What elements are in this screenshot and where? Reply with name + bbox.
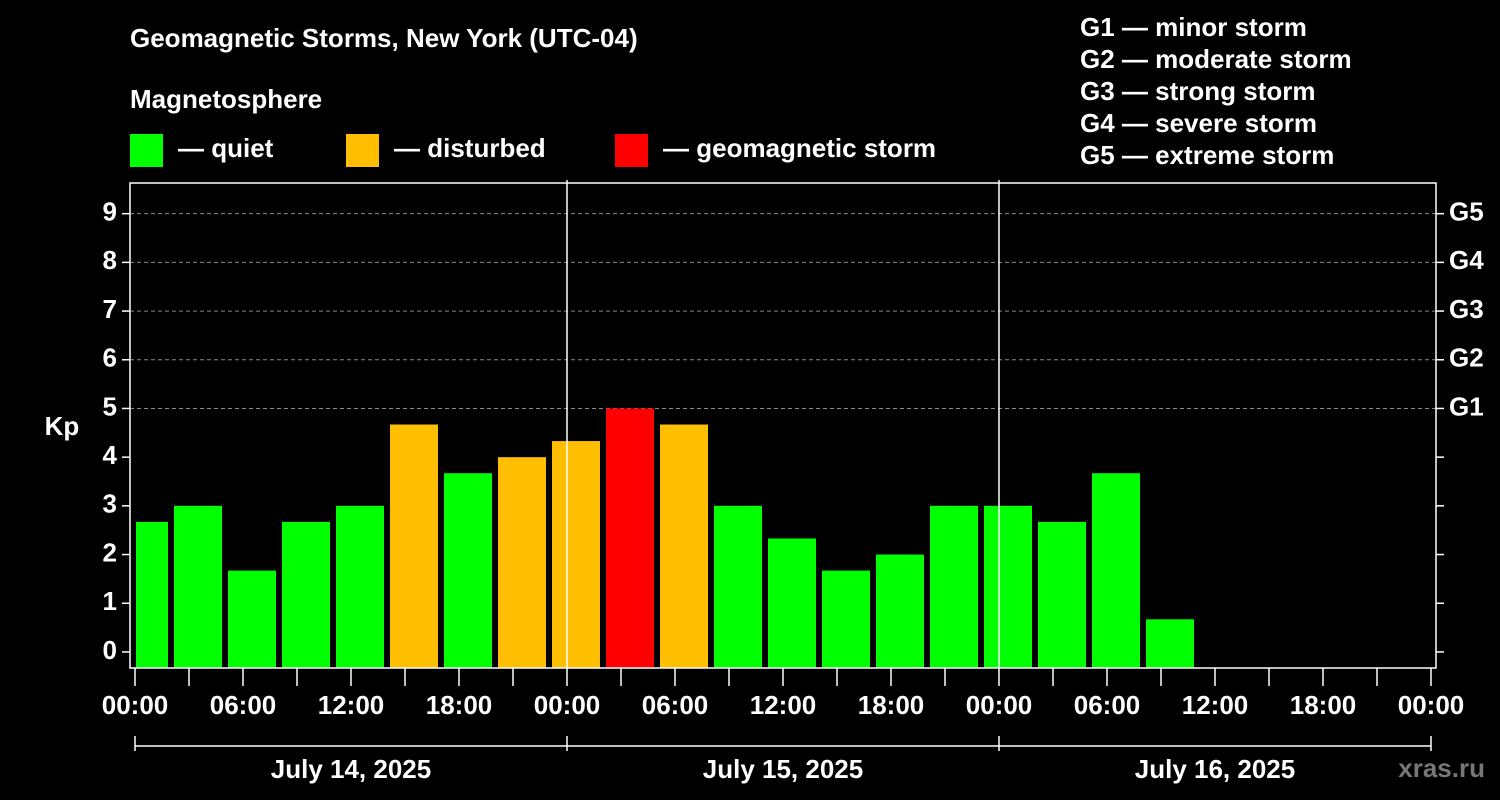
x-tick-label: 06:00 [210,690,277,720]
storm-scale-label: G3 — strong storm [1080,76,1315,106]
y2-tick-label: G2 [1449,343,1484,373]
bar [822,570,870,668]
bar [714,505,762,668]
bar [768,538,816,668]
day-label: July 14, 2025 [271,754,431,784]
x-tick-label: 18:00 [1290,690,1357,720]
y-tick-label: 3 [103,489,117,519]
y-tick-label: 2 [103,537,117,567]
bar [1038,521,1086,668]
x-tick-label: 00:00 [1398,690,1465,720]
y-tick-label: 5 [103,391,117,421]
x-tick-label: 18:00 [426,690,493,720]
y-tick-label: 4 [103,440,118,470]
legend-swatch [130,134,163,167]
bar [390,424,438,668]
legend-label: — disturbed [394,133,546,163]
chart-title: Geomagnetic Storms, New York (UTC-04) [130,23,638,53]
bar [136,521,168,668]
storm-scale-label: G4 — severe storm [1080,108,1317,138]
x-tick-label: 12:00 [1182,690,1249,720]
bar [606,408,654,668]
bar [1146,619,1194,668]
x-tick-label: 00:00 [102,690,169,720]
legend-label: — geomagnetic storm [663,133,936,163]
y-tick-label: 6 [103,343,117,373]
y2-tick-label: G5 [1449,197,1484,227]
x-tick-label: 00:00 [966,690,1033,720]
y2-tick-label: G4 [1449,245,1484,275]
legend-swatch [615,134,648,167]
x-tick-label: 12:00 [750,690,817,720]
y-tick-label: 9 [103,197,117,227]
bar [228,570,276,668]
bar [336,505,384,668]
x-tick-label: 06:00 [642,690,709,720]
bar [660,424,708,668]
y2-tick-label: G1 [1449,391,1484,421]
bar [930,505,978,668]
x-tick-label: 18:00 [858,690,925,720]
x-tick-label: 06:00 [1074,690,1141,720]
storm-scale-label: G2 — moderate storm [1080,44,1352,74]
storm-scale-label: G5 — extreme storm [1080,140,1334,170]
day-label: July 15, 2025 [703,754,863,784]
bar [444,473,492,668]
bar [498,457,546,668]
bar [1092,473,1140,668]
bar [174,505,222,668]
legend-label: — quiet [178,133,274,163]
x-tick-label: 12:00 [318,690,385,720]
y2-tick-label: G3 [1449,294,1484,324]
y-tick-label: 8 [103,245,117,275]
legend-title: Magnetosphere [130,84,322,114]
watermark: xras.ru [1398,753,1485,783]
x-tick-label: 00:00 [534,690,601,720]
y-tick-label: 0 [103,635,117,665]
bar [552,441,600,668]
y-tick-label: 7 [103,294,117,324]
y-tick-label: 1 [103,586,117,616]
y-axis-label: Kp [45,411,80,441]
bar [282,521,330,668]
legend-swatch [346,134,379,167]
bar [984,505,1032,668]
day-label: July 16, 2025 [1135,754,1295,784]
storm-scale-label: G1 — minor storm [1080,12,1307,42]
bar [876,554,924,668]
